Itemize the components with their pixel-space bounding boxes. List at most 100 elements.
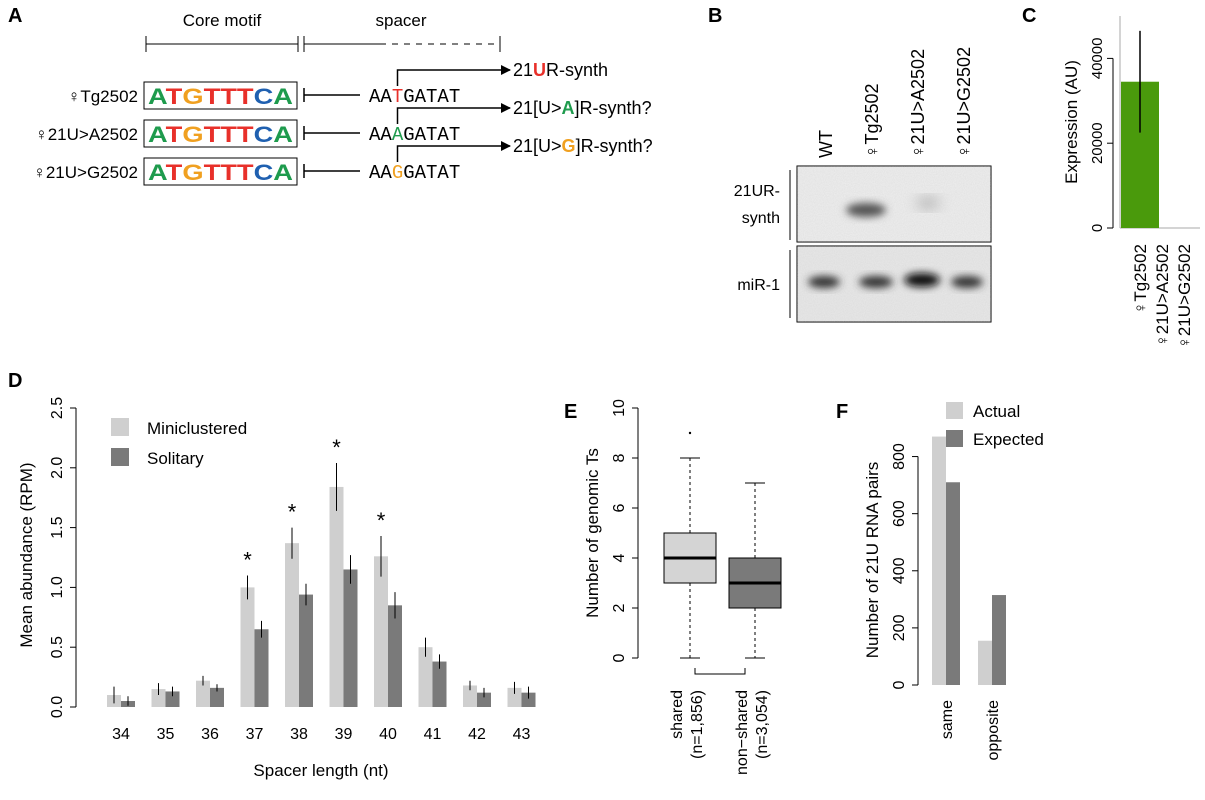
y-tick-label: 4 [611, 553, 628, 562]
significance-star: * [243, 547, 252, 572]
motif-base: T [220, 84, 237, 109]
bar-miniclustered [196, 680, 210, 707]
group-n: (n=3,054) [754, 690, 771, 759]
product-post: R-synth [546, 60, 608, 80]
x-tick-label: 42 [468, 726, 486, 743]
product-post: ]R-synth? [576, 136, 653, 156]
x-tick-label: 40 [379, 726, 397, 743]
y-tick-label: 0 [611, 653, 628, 662]
y-tick-label: 2.5 [49, 397, 66, 419]
panel-label-b: B [708, 5, 722, 27]
motif-base: A [273, 122, 293, 147]
x-tick-label: 39 [335, 726, 353, 743]
product-label: 21UR-synth [513, 60, 608, 80]
motif-base: T [166, 84, 183, 109]
y-tick-label: 400 [891, 557, 908, 584]
y-axis-label: Number of 21U RNA pairs [863, 462, 882, 659]
x-tick-label: 34 [112, 726, 130, 743]
header-brackets [145, 36, 501, 52]
lane-label: ♀21U>G2502 [954, 47, 974, 158]
motif-box [143, 119, 298, 148]
blot-mir1 [796, 245, 992, 323]
bar-solitary [254, 629, 269, 707]
y-tick-label: 200 [891, 614, 908, 641]
construct-name: ♀21U>G2502 [33, 163, 138, 182]
construct-row: ♀21U>G2502 A T G T T T C A AAGGATAT21[U>G]R-synth… [33, 136, 653, 186]
motif-base: T [237, 84, 254, 109]
y-tick-label: 800 [891, 443, 908, 470]
motif-base: T [204, 84, 221, 109]
chart-e: 0 2 4 6 8 10 Number of genomic Ts shared (n=1,85… [583, 399, 782, 775]
bar-solitary [299, 594, 313, 707]
motif-base: T [237, 122, 254, 147]
motif-base: C [254, 160, 274, 185]
motif-base: T [166, 122, 183, 147]
legend-swatch [111, 448, 129, 466]
chart-f: 0 200 400 600 800 Number of 21U RNA pairs same… [863, 402, 1044, 761]
row-label-21ur-1: 21UR- [734, 183, 780, 200]
legend-swatch [111, 418, 129, 436]
product-label: 21[U>G]R-synth? [513, 136, 653, 156]
lane-label: ♀21U>A2502 [908, 49, 928, 158]
product-pre: 21 [513, 60, 533, 80]
construct-row: ♀21U>A2502 A T G T T T C A AAAGATAT21[U>A]R-synth… [35, 98, 652, 148]
bar-expected [992, 595, 1006, 685]
y-tick-label: 10 [611, 399, 628, 417]
row-label-21ur-2: synth [742, 210, 780, 227]
bar-solitary [388, 605, 402, 707]
y-tick-label: 2.0 [49, 457, 66, 479]
motif-base: A [273, 84, 293, 109]
x-tick-label: opposite [985, 700, 1002, 761]
motif-box [143, 81, 298, 110]
bar-solitary [165, 691, 180, 707]
panel-label-d: D [8, 370, 22, 392]
spacer-variant-base: A [392, 124, 404, 146]
bar-solitary [432, 661, 447, 707]
bar-solitary [521, 692, 536, 707]
bar-expected [946, 482, 960, 685]
bar-miniclustered [507, 687, 522, 707]
spacer-prefix: AA [369, 124, 392, 146]
significance-star: * [377, 508, 386, 533]
x-tick-label: same [939, 700, 956, 739]
spacer-variant-base: G [392, 162, 403, 184]
bar-actual [978, 640, 992, 685]
bar-miniclustered [374, 556, 388, 707]
x-axis-label: Spacer length (nt) [253, 761, 388, 780]
construct-rows: ♀Tg2502 A T G T T T C A AATGATAT21UR-synth♀21U>A2… [33, 60, 653, 186]
spacer-prefix: AA [369, 162, 392, 184]
transcription-arrow [396, 65, 511, 86]
motif-base: C [254, 122, 274, 147]
chart-c: 0 20000 40000 Expression (AU) ♀Tg2502 ♀21U>A2… [1062, 16, 1200, 349]
spacer-variant-base: T [392, 86, 403, 108]
blot-21ur [796, 165, 992, 243]
y-tick-label: 20000 [1089, 122, 1106, 164]
spacer-sequence: AATGATAT [369, 86, 460, 108]
bar-solitary [477, 692, 491, 707]
motif-base: A [148, 160, 168, 185]
legend-swatch [946, 430, 963, 447]
spacer-suffix: GATAT [403, 86, 460, 108]
significance-star: * [332, 435, 341, 460]
legend-label: Miniclustered [147, 419, 247, 438]
panel-label-c: C [1022, 5, 1036, 27]
y-tick-label: 1.0 [49, 576, 66, 598]
y-axis-label: Expression (AU) [1062, 60, 1081, 184]
spacer-suffix: GATAT [403, 162, 460, 184]
panel-label-a: A [8, 5, 22, 27]
y-tick-label: 0.5 [49, 636, 66, 658]
lane-label: ♀Tg2502 [862, 83, 882, 158]
band-mir1-a2502 [904, 273, 940, 287]
x-tick-label: 36 [201, 726, 219, 743]
product-mark: A [562, 98, 575, 118]
motif-base: A [148, 122, 168, 147]
motif-base: T [237, 160, 254, 185]
y-tick-label: 40000 [1089, 38, 1106, 80]
bar-miniclustered [240, 587, 255, 707]
panel-label-f: F [836, 401, 848, 423]
motif-base: G [182, 160, 203, 185]
legend-label: Solitary [147, 449, 204, 468]
